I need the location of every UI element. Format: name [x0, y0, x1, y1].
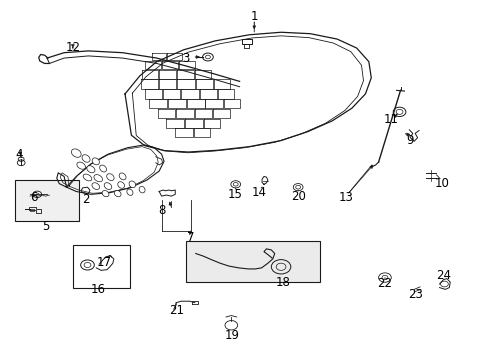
Ellipse shape — [118, 182, 124, 188]
Ellipse shape — [82, 155, 90, 162]
Ellipse shape — [87, 166, 95, 173]
Ellipse shape — [119, 173, 126, 180]
Text: 3: 3 — [182, 51, 189, 64]
Ellipse shape — [114, 190, 121, 197]
Text: 17: 17 — [97, 256, 112, 269]
Text: 4: 4 — [16, 148, 23, 161]
Text: 10: 10 — [434, 177, 448, 190]
Text: 6: 6 — [30, 192, 38, 204]
Ellipse shape — [100, 165, 106, 172]
Text: 21: 21 — [168, 305, 183, 318]
Ellipse shape — [126, 189, 133, 195]
Text: 22: 22 — [377, 278, 392, 291]
Text: 13: 13 — [338, 192, 353, 204]
Ellipse shape — [94, 175, 102, 182]
Text: 12: 12 — [65, 41, 80, 54]
Ellipse shape — [129, 181, 135, 188]
Text: 24: 24 — [435, 269, 450, 282]
Ellipse shape — [106, 174, 114, 181]
Text: 5: 5 — [42, 220, 49, 233]
Ellipse shape — [71, 149, 81, 157]
Ellipse shape — [104, 183, 112, 189]
Text: 11: 11 — [383, 113, 397, 126]
Ellipse shape — [139, 186, 145, 193]
Text: 19: 19 — [224, 329, 239, 342]
Text: 20: 20 — [290, 190, 305, 203]
Ellipse shape — [92, 183, 100, 189]
Text: 18: 18 — [276, 276, 290, 289]
Text: 14: 14 — [251, 186, 266, 199]
Ellipse shape — [102, 190, 109, 197]
Text: 23: 23 — [407, 288, 422, 301]
Text: 16: 16 — [91, 283, 105, 296]
Polygon shape — [125, 32, 370, 152]
Text: 9: 9 — [406, 134, 413, 147]
Ellipse shape — [83, 174, 92, 181]
Bar — [185, 241, 320, 282]
Text: 2: 2 — [82, 193, 90, 206]
Text: 7: 7 — [187, 231, 194, 244]
Polygon shape — [57, 145, 163, 194]
Text: 8: 8 — [158, 204, 165, 217]
Ellipse shape — [92, 158, 99, 165]
Ellipse shape — [77, 162, 85, 169]
Text: 15: 15 — [227, 188, 242, 201]
Text: 1: 1 — [250, 10, 258, 23]
Bar — [73, 244, 130, 288]
Bar — [15, 180, 79, 221]
